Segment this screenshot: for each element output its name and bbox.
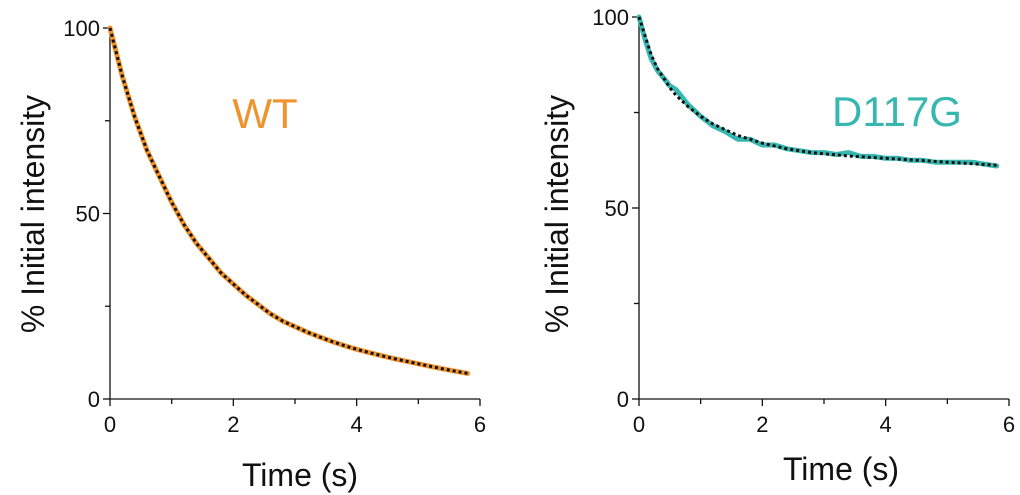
x-tick-label: 2 — [756, 412, 768, 437]
x-tick-label: 4 — [351, 412, 363, 437]
x-tick-label: 4 — [880, 412, 892, 437]
series-label-wt: WT — [232, 90, 297, 137]
x-tick-label: 6 — [1003, 412, 1015, 437]
series-label-d117g: D117G — [832, 88, 962, 135]
fit-curve-line — [637, 16, 997, 167]
x-axis-title: Time (s) — [783, 451, 899, 487]
x-tick-label: 0 — [633, 412, 645, 437]
y-tick-label: 0 — [617, 387, 629, 412]
y-tick-label: 100 — [592, 5, 629, 30]
x-axis-title: Time (s) — [242, 457, 358, 493]
x-tick-label: 6 — [474, 412, 486, 437]
series-line-wt — [107, 25, 471, 376]
y-tick-label: 50 — [76, 202, 100, 227]
panel-wt: 0 2 4 6 0 50 100 Time (s) % Initial intensity WT — [15, 16, 486, 493]
series-line-d117g — [636, 14, 1000, 169]
x-tick-label: 0 — [104, 412, 116, 437]
y-tick-label: 100 — [63, 16, 100, 41]
y-axis-title: % Initial intensity — [539, 95, 575, 333]
panel-d117g: 0 2 4 6 0 50 100 Time (s) % Initial intensity D11… — [539, 5, 1015, 487]
y-axis-title: % Initial intensity — [15, 95, 51, 333]
fit-curve-line — [108, 27, 468, 375]
y-tick-label: 0 — [88, 387, 100, 412]
y-tick-label: 50 — [605, 196, 629, 221]
x-tick-label: 2 — [227, 412, 239, 437]
